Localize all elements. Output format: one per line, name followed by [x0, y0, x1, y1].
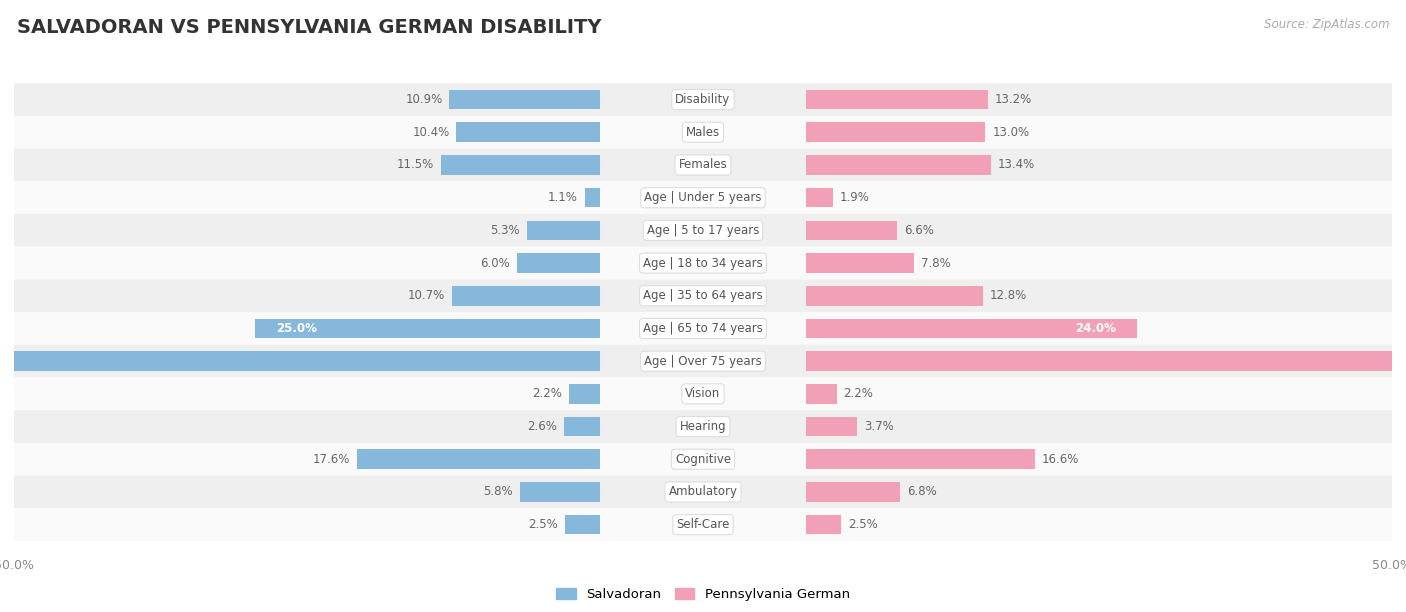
Bar: [0, 351, 599, 371]
Text: 1.9%: 1.9%: [839, 191, 869, 204]
Text: Males: Males: [686, 126, 720, 139]
FancyBboxPatch shape: [14, 116, 1392, 149]
Bar: [517, 253, 599, 273]
Text: 3.7%: 3.7%: [865, 420, 894, 433]
Bar: [807, 515, 841, 534]
Bar: [457, 122, 599, 142]
Text: 25.0%: 25.0%: [276, 322, 316, 335]
Text: Vision: Vision: [685, 387, 721, 400]
Text: 47.2%: 47.2%: [1395, 355, 1406, 368]
Bar: [807, 122, 986, 142]
FancyBboxPatch shape: [14, 476, 1392, 509]
Text: Age | Over 75 years: Age | Over 75 years: [644, 355, 762, 368]
Bar: [807, 319, 1137, 338]
Bar: [807, 449, 1035, 469]
Text: Hearing: Hearing: [679, 420, 727, 433]
Bar: [441, 155, 599, 175]
Bar: [807, 90, 988, 110]
Text: Cognitive: Cognitive: [675, 453, 731, 466]
FancyBboxPatch shape: [14, 312, 1392, 345]
Bar: [807, 482, 900, 502]
FancyBboxPatch shape: [14, 509, 1392, 541]
Text: Age | 65 to 74 years: Age | 65 to 74 years: [643, 322, 763, 335]
Text: Females: Females: [679, 159, 727, 171]
Text: Age | 5 to 17 years: Age | 5 to 17 years: [647, 224, 759, 237]
Bar: [453, 286, 599, 305]
FancyBboxPatch shape: [14, 247, 1392, 280]
Text: 7.8%: 7.8%: [921, 256, 950, 269]
FancyBboxPatch shape: [14, 410, 1392, 443]
Text: 13.0%: 13.0%: [993, 126, 1029, 139]
Text: 6.6%: 6.6%: [904, 224, 934, 237]
Text: 6.0%: 6.0%: [481, 256, 510, 269]
Bar: [807, 220, 897, 240]
Text: 17.6%: 17.6%: [314, 453, 350, 466]
Bar: [569, 384, 599, 404]
Text: 2.2%: 2.2%: [533, 387, 562, 400]
Text: 11.5%: 11.5%: [396, 159, 434, 171]
Bar: [807, 351, 1406, 371]
Bar: [357, 449, 599, 469]
Bar: [585, 188, 599, 207]
Text: 24.0%: 24.0%: [1076, 322, 1116, 335]
Bar: [450, 90, 599, 110]
Text: Age | Under 5 years: Age | Under 5 years: [644, 191, 762, 204]
FancyBboxPatch shape: [14, 378, 1392, 410]
FancyBboxPatch shape: [14, 181, 1392, 214]
Text: 6.8%: 6.8%: [907, 485, 936, 498]
Text: Age | 18 to 34 years: Age | 18 to 34 years: [643, 256, 763, 269]
Text: 2.6%: 2.6%: [527, 420, 557, 433]
Text: 2.2%: 2.2%: [844, 387, 873, 400]
Text: 5.8%: 5.8%: [484, 485, 513, 498]
FancyBboxPatch shape: [14, 214, 1392, 247]
Text: Age | 35 to 64 years: Age | 35 to 64 years: [643, 289, 763, 302]
Text: 12.8%: 12.8%: [990, 289, 1026, 302]
Bar: [256, 319, 599, 338]
Text: Disability: Disability: [675, 93, 731, 106]
Text: Self-Care: Self-Care: [676, 518, 730, 531]
Bar: [564, 417, 599, 436]
Text: Ambulatory: Ambulatory: [668, 485, 738, 498]
Text: 16.6%: 16.6%: [1042, 453, 1080, 466]
Text: SALVADORAN VS PENNSYLVANIA GERMAN DISABILITY: SALVADORAN VS PENNSYLVANIA GERMAN DISABI…: [17, 18, 602, 37]
Bar: [807, 188, 832, 207]
Text: 2.5%: 2.5%: [529, 518, 558, 531]
Bar: [807, 384, 837, 404]
Text: 10.9%: 10.9%: [405, 93, 443, 106]
FancyBboxPatch shape: [14, 83, 1392, 116]
Bar: [807, 417, 858, 436]
FancyBboxPatch shape: [14, 443, 1392, 476]
Text: 13.4%: 13.4%: [998, 159, 1035, 171]
Bar: [520, 482, 599, 502]
Bar: [527, 220, 599, 240]
Legend: Salvadoran, Pennsylvania German: Salvadoran, Pennsylvania German: [551, 582, 855, 606]
FancyBboxPatch shape: [14, 149, 1392, 181]
Bar: [565, 515, 599, 534]
Text: 2.5%: 2.5%: [848, 518, 877, 531]
Text: 5.3%: 5.3%: [491, 224, 520, 237]
Bar: [807, 286, 983, 305]
Text: 1.1%: 1.1%: [548, 191, 578, 204]
FancyBboxPatch shape: [14, 280, 1392, 312]
Text: Source: ZipAtlas.com: Source: ZipAtlas.com: [1264, 18, 1389, 31]
Text: 10.4%: 10.4%: [412, 126, 450, 139]
Bar: [807, 155, 991, 175]
FancyBboxPatch shape: [14, 345, 1392, 378]
Text: 10.7%: 10.7%: [408, 289, 446, 302]
Bar: [807, 253, 914, 273]
Text: 13.2%: 13.2%: [995, 93, 1032, 106]
